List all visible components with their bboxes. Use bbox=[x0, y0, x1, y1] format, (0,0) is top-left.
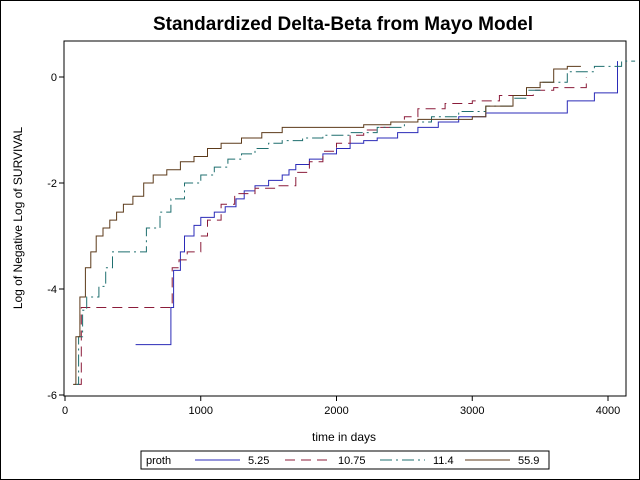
x-axis-label: time in days bbox=[312, 430, 376, 444]
series-line-3 bbox=[74, 60, 636, 385]
x-tick-label: 4000 bbox=[596, 405, 620, 417]
y-tick-label: 0 bbox=[51, 72, 57, 84]
y-axis-label: Log of Negative Log of SURVIVAL bbox=[11, 127, 25, 310]
x-axis: 0 1000 2000 3000 4000 bbox=[62, 396, 620, 417]
legend-label-1: 5.25 bbox=[248, 455, 269, 467]
x-tick-label: 3000 bbox=[460, 405, 484, 417]
legend-items: 5.25 10.75 11.4 55.9 bbox=[195, 455, 539, 467]
y-axis: -6 -4 -2 0 bbox=[47, 72, 64, 402]
legend-label-3: 11.4 bbox=[433, 455, 454, 467]
legend-box bbox=[140, 450, 550, 470]
series-line-2 bbox=[77, 77, 587, 385]
chart-title: Standardized Delta-Beta from Mayo Model bbox=[153, 14, 533, 35]
legend-label-2: 10.75 bbox=[338, 455, 366, 467]
series-line-1 bbox=[135, 61, 618, 346]
x-tick-label: 0 bbox=[62, 405, 68, 417]
legend: proth 5.25 10.75 11.4 55.9 bbox=[140, 450, 550, 470]
series-line-4 bbox=[73, 65, 581, 385]
legend-label-4: 55.9 bbox=[518, 455, 539, 467]
x-tick-label: 1000 bbox=[189, 405, 213, 417]
y-tick-label: -4 bbox=[47, 284, 57, 296]
plot-area bbox=[63, 40, 627, 397]
x-tick-label: 2000 bbox=[324, 405, 348, 417]
series-layer bbox=[73, 60, 636, 385]
legend-title: proth bbox=[146, 455, 171, 467]
y-tick-label: -6 bbox=[47, 390, 57, 402]
y-tick-label: -2 bbox=[47, 178, 57, 190]
